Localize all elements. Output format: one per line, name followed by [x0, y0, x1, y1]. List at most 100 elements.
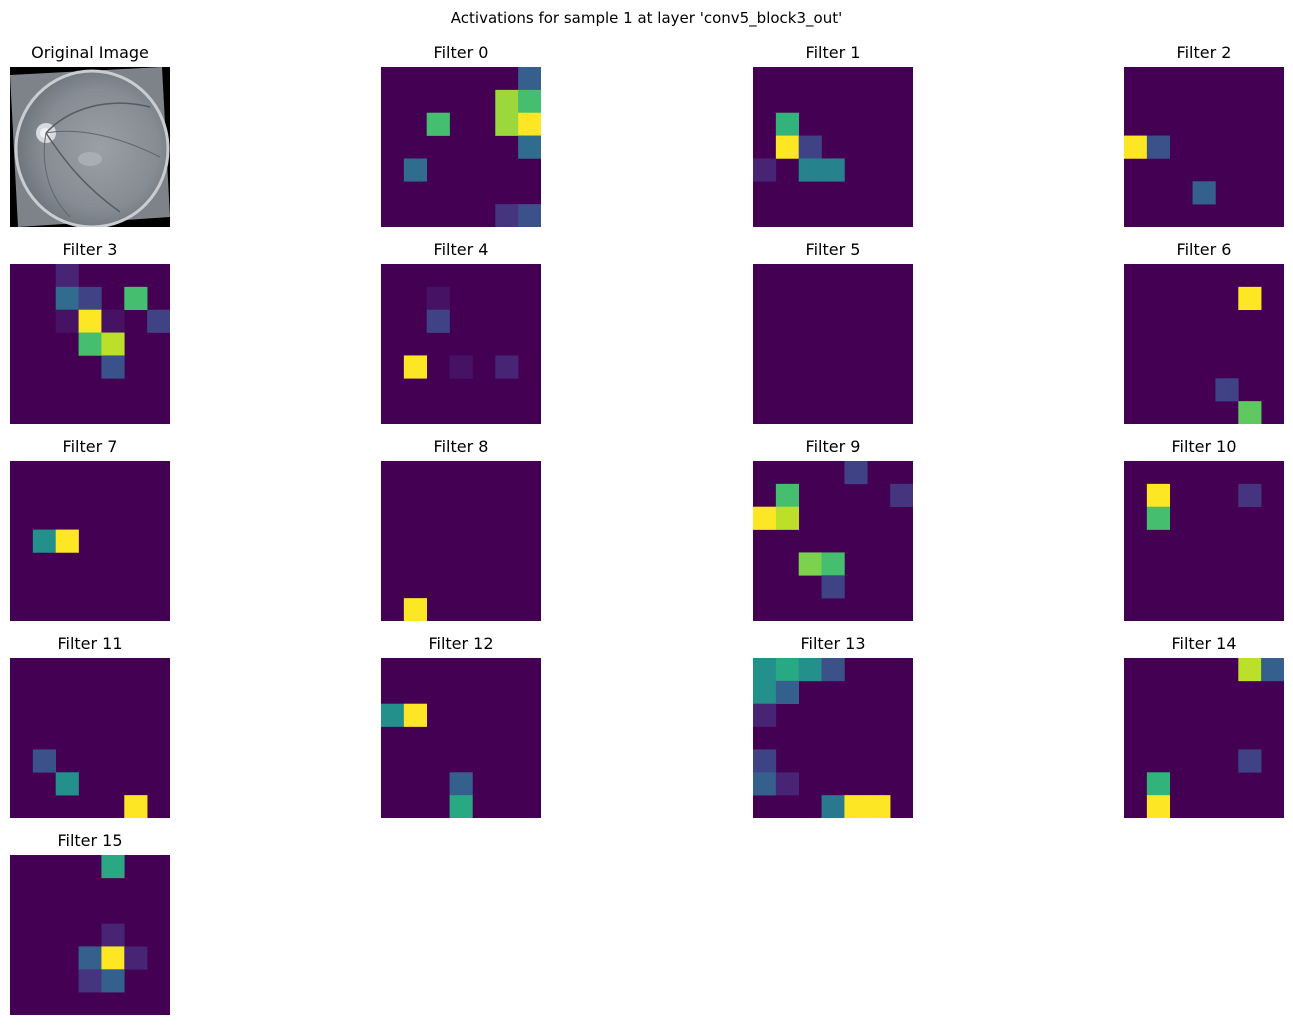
filter-panel: Filter 8 — [381, 437, 541, 621]
heatmap-cell — [426, 286, 450, 311]
heatmap-cell — [101, 355, 125, 379]
heatmap-cell — [518, 112, 541, 136]
heatmap-cell — [1261, 658, 1284, 682]
filter-heatmap — [1124, 264, 1284, 424]
heatmap-cell — [753, 749, 777, 773]
heatmap-cell — [821, 158, 845, 182]
heatmap-cell — [1238, 483, 1262, 508]
heatmap-cell — [518, 67, 541, 91]
filter-panel: Filter 7 — [10, 437, 170, 621]
filter-heatmap — [10, 461, 170, 621]
heatmap-cell — [101, 946, 125, 970]
filter-title: Filter 7 — [62, 437, 118, 456]
filter-panel: Filter 5 — [753, 240, 913, 424]
heatmap-cell — [1215, 378, 1239, 402]
heatmap-cell — [775, 506, 800, 530]
heatmap-cell — [101, 969, 125, 993]
heatmap-cell — [426, 112, 450, 136]
heatmap-cell — [449, 355, 473, 379]
heatmap-cell — [101, 855, 125, 879]
filter-title: Filter 8 — [433, 437, 489, 456]
heatmap-background — [381, 461, 541, 621]
filter-title: Filter 15 — [57, 831, 123, 850]
heatmap-cell — [1146, 135, 1171, 159]
heatmap-cell — [55, 772, 79, 796]
filter-panel: Filter 13 — [753, 634, 913, 818]
filter-title: Filter 11 — [57, 634, 123, 653]
filter-title: Filter 5 — [805, 240, 861, 259]
heatmap-cell — [124, 946, 148, 970]
heatmap-cell — [426, 309, 450, 333]
heatmap-cell — [381, 703, 405, 727]
heatmap-cell — [798, 658, 822, 682]
filter-title: Filter 10 — [1171, 437, 1237, 456]
filter-title: Filter 2 — [1176, 43, 1232, 62]
heatmap-cell — [753, 772, 777, 796]
heatmap-cell — [1238, 286, 1262, 311]
heatmap-cell — [55, 309, 79, 333]
figure-title: Activations for sample 1 at layer 'conv5… — [450, 9, 843, 27]
filter-panel: Filter 12 — [381, 634, 541, 818]
heatmap-cell — [775, 658, 800, 682]
filter-title: Filter 3 — [62, 240, 118, 259]
heatmap-cell — [403, 158, 428, 182]
heatmap-cell — [78, 332, 102, 356]
heatmap-cell — [32, 529, 57, 553]
heatmap-cell — [147, 309, 170, 333]
filter-title: Filter 13 — [800, 634, 866, 653]
filter-panel: Filter 11 — [10, 634, 170, 818]
heatmap-cell — [753, 506, 777, 530]
heatmap-cell — [55, 529, 79, 553]
filter-heatmap — [1124, 461, 1284, 621]
filter-panel: Filter 6 — [1124, 240, 1284, 424]
filter-title: Filter 14 — [1171, 634, 1237, 653]
heatmap-cell — [798, 135, 822, 159]
heatmap-cell — [403, 703, 428, 727]
filter-title: Filter 12 — [428, 634, 494, 653]
heatmap-cell — [844, 461, 868, 485]
heatmap-cell — [495, 112, 519, 136]
filter-title: Filter 9 — [805, 437, 861, 456]
heatmap-cell — [1146, 772, 1171, 796]
heatmap-cell — [101, 923, 125, 947]
heatmap-cell — [55, 264, 79, 288]
heatmap-cell — [890, 483, 913, 508]
filter-heatmap — [753, 658, 913, 818]
filter-heatmap — [10, 855, 170, 1015]
filter-panel: Filter 2 — [1124, 43, 1284, 227]
heatmap-cell — [753, 703, 777, 727]
heatmap-cell — [798, 552, 822, 576]
heatmap-background — [381, 264, 541, 424]
filter-heatmap — [381, 264, 541, 424]
filter-panel: Filter 0 — [381, 43, 541, 227]
filter-panel: Filter 14 — [1124, 634, 1284, 818]
filter-heatmap — [753, 264, 913, 424]
heatmap-cell — [449, 772, 473, 796]
original-image-panel: Original Image — [10, 43, 170, 227]
filter-title: Filter 0 — [433, 43, 489, 62]
heatmap-cell — [78, 286, 102, 311]
filter-panel: Filter 3 — [10, 240, 170, 424]
heatmap-cell — [753, 680, 777, 705]
heatmap-cell — [78, 969, 102, 993]
heatmap-background — [753, 264, 913, 424]
heatmap-cell — [1124, 135, 1148, 159]
filter-panel: Filter 10 — [1124, 437, 1284, 621]
heatmap-cell — [518, 89, 541, 114]
heatmap-cell — [1146, 506, 1171, 530]
heatmap-cell — [1238, 749, 1262, 773]
filter-title: Filter 6 — [1176, 240, 1232, 259]
heatmap-cell — [1146, 483, 1171, 508]
heatmap-cell — [798, 158, 822, 182]
heatmap-cell — [821, 552, 845, 576]
heatmap-cell — [495, 89, 519, 114]
heatmap-cell — [775, 772, 800, 796]
heatmap-cell — [78, 946, 102, 970]
heatmap-cell — [32, 749, 57, 773]
heatmap-cell — [101, 309, 125, 333]
heatmap-cell — [821, 795, 845, 818]
filter-panel: Filter 1 — [753, 43, 913, 227]
heatmap-cell — [821, 575, 845, 599]
heatmap-cell — [55, 286, 79, 311]
heatmap-cell — [124, 795, 148, 818]
